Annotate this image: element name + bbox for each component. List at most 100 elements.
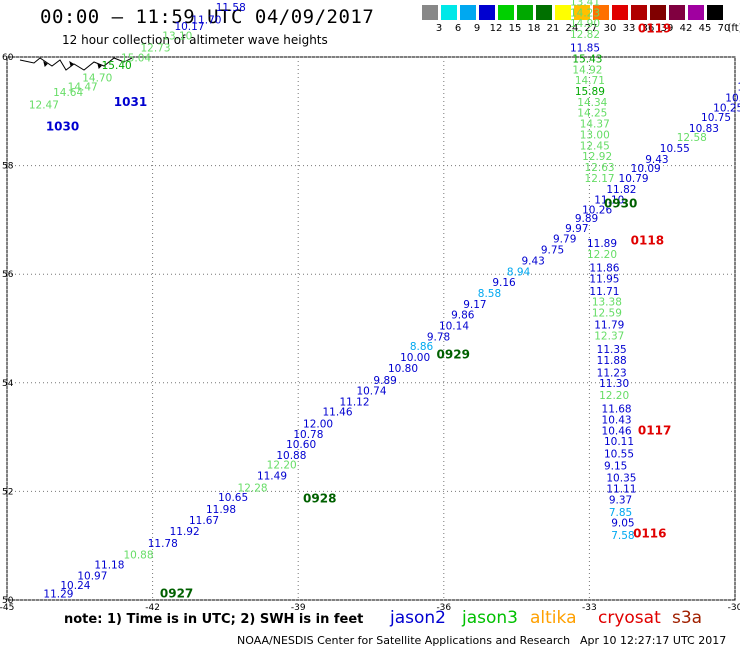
wave-height-point: 11.92 — [170, 526, 200, 538]
wave-height-point: 10.80 — [388, 363, 418, 375]
wave-height-point: 10.17 — [174, 21, 204, 33]
scale-swatch — [707, 5, 723, 20]
wave-height-point: 13.00 — [580, 129, 610, 141]
wave-height-point: 14.90 — [570, 18, 600, 30]
scale-swatch — [479, 5, 495, 20]
wave-height-point: 10.60 — [286, 439, 316, 451]
wave-height-point: 11.11 — [606, 483, 636, 495]
wave-height-point: 12.63 — [585, 162, 615, 174]
pass-time-label: 0930 — [604, 196, 637, 210]
wave-height-point: 10.35 — [606, 473, 636, 485]
pass-time-label: 0927 — [160, 586, 193, 600]
scale-label: 3 — [435, 23, 443, 34]
wave-height-point: 10.55 — [660, 143, 690, 155]
wave-height-point: 11.85 — [570, 43, 600, 55]
wave-height-point: 12.45 — [580, 140, 610, 152]
wave-height-point: 10.36 — [737, 82, 740, 94]
wave-height-point: 11.95 — [589, 273, 619, 285]
credit-line: NOAA/NESDIS Center for Satellite Applica… — [237, 634, 571, 647]
scale-swatch — [460, 5, 476, 20]
scale-label: 18 — [527, 23, 541, 34]
scale-swatch — [536, 5, 552, 20]
scale-label: 15 — [508, 23, 522, 34]
wave-height-point: 11.46 — [322, 406, 352, 418]
wave-height-point: 9.17 — [463, 299, 486, 311]
scale-label: 9 — [473, 23, 481, 34]
wave-height-point: 10.88 — [276, 450, 306, 462]
coastline-segment — [19, 57, 133, 71]
scale-unit: (ft) — [727, 23, 740, 34]
scale-label: 12 — [489, 23, 503, 34]
pass-time-label: 0116 — [633, 527, 666, 541]
wave-height-point: 10.24 — [725, 93, 740, 105]
wave-height-point: 9.15 — [604, 461, 627, 473]
scale-label: 39 — [660, 23, 674, 34]
wave-height-point: 14.23 — [570, 7, 600, 19]
wave-height-point: 12.17 — [585, 173, 615, 185]
wave-height-point: 11.71 — [589, 286, 619, 298]
wave-height-point: 10.79 — [619, 173, 649, 185]
wave-height-point: 11.79 — [594, 320, 624, 332]
page-subtitle: 12 hour collection of altimeter wave hei… — [62, 33, 328, 47]
lon-tick-label: -36 — [436, 603, 451, 613]
coastline-islets — [43, 60, 102, 69]
pass-time-label: 1031 — [114, 95, 147, 109]
wave-height-point: 12.00 — [303, 418, 333, 430]
wave-height-point: 14.34 — [577, 97, 607, 109]
wave-height-point: 13.10 — [162, 31, 192, 43]
scale-swatch — [650, 5, 666, 20]
wave-height-point: 8.58 — [478, 288, 501, 300]
scale-label: 33 — [622, 23, 636, 34]
wave-height-point: 14.71 — [575, 75, 605, 87]
legend-entry-jason2: jason2 — [390, 608, 446, 628]
wave-height-point: 10.25 — [713, 102, 740, 114]
wave-height-point: 11.29 — [43, 588, 73, 600]
legend-entry-altika: altika — [530, 608, 577, 628]
wave-height-point: 10.43 — [602, 415, 632, 427]
scale-label: 27 — [584, 23, 598, 34]
wave-height-point: 11.30 — [599, 378, 629, 390]
lat-tick-label: 58 — [2, 162, 14, 172]
wave-height-point: 10.75 — [701, 112, 731, 124]
wave-height-point: 9.75 — [541, 245, 564, 257]
pass-time-label: 0117 — [638, 423, 671, 437]
lat-tick-label: 52 — [2, 487, 13, 497]
wave-height-point: 11.23 — [597, 367, 627, 379]
lon-tick-label: -42 — [145, 603, 160, 613]
scale-label: 30 — [603, 23, 617, 34]
wave-height-point: 15.04 — [121, 52, 151, 64]
wave-height-point: 9.86 — [451, 310, 475, 322]
wave-height-point: 12.37 — [594, 330, 624, 342]
scale-label: 45 — [698, 23, 712, 34]
lon-tick-label: -45 — [0, 603, 14, 613]
scale-label: 36 — [641, 23, 655, 34]
lat-tick-label: 56 — [2, 270, 14, 280]
wave-height-point: 11.58 — [216, 2, 246, 14]
wave-height-marks: 12.4714.6414.4714.7015.4015.0412.7313.10… — [29, 0, 740, 600]
pass-time-label: 0928 — [303, 491, 336, 505]
page-title: 00:00 – 11:59 UTC 04/09/2017 — [40, 6, 375, 28]
wave-height-point: 10.09 — [631, 163, 661, 175]
scale-label: 42 — [679, 23, 693, 34]
wave-height-point: 12.20 — [587, 249, 617, 261]
wave-height-point: 10.83 — [689, 123, 719, 135]
wave-height-point: 9.16 — [492, 277, 516, 289]
wave-height-point: 10.88 — [123, 550, 153, 562]
scale-swatch — [574, 5, 590, 20]
wave-height-point: 11.35 — [597, 344, 627, 356]
lon-tick-label: -30 — [728, 603, 740, 613]
wave-height-point: 9.43 — [521, 255, 544, 267]
scale-label: 21 — [546, 23, 560, 34]
scale-swatch — [555, 5, 571, 20]
scale-swatch — [422, 5, 438, 20]
wave-height-point: 11.78 — [148, 538, 178, 550]
generated-timestamp: Apr 10 12:27:17 UTC 2017 — [580, 634, 727, 647]
wave-height-point: 13.38 — [592, 297, 622, 309]
wave-height-point: 12.82 — [570, 29, 600, 41]
wave-height-point: 10.14 — [439, 321, 469, 333]
scale-label: 24 — [565, 23, 579, 34]
wave-height-point: 7.85 — [609, 507, 632, 519]
wave-height-point: 10.74 — [356, 386, 386, 398]
legend-entry-cryosat: cryosat — [598, 608, 661, 628]
